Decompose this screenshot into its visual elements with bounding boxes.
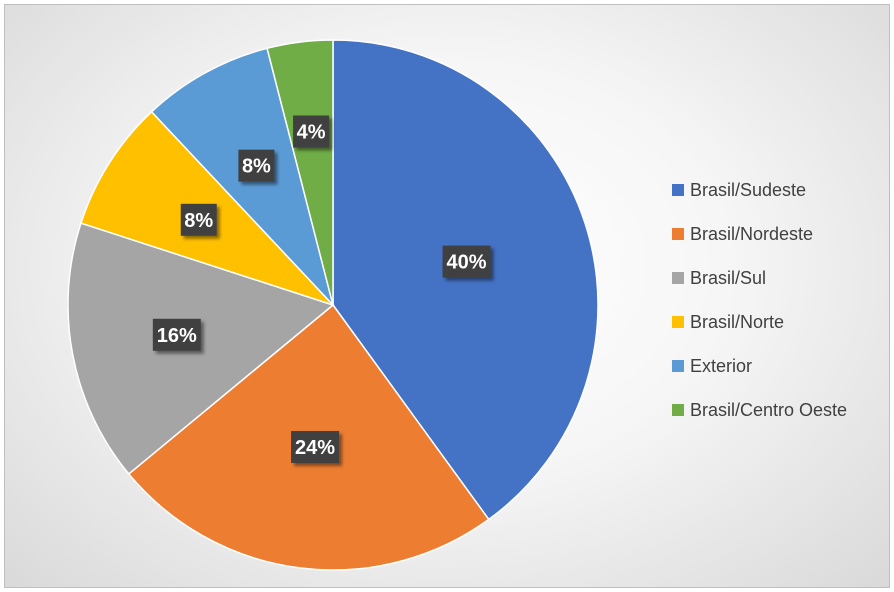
data-label-brasil-sul: 16% xyxy=(157,325,197,347)
data-label-brasil-centro-oeste: 4% xyxy=(297,121,326,143)
data-label-box-brasil-norte xyxy=(180,203,217,236)
legend-swatch-brasil-sudeste xyxy=(672,184,684,196)
pie-slice-brasil-sudeste xyxy=(332,39,599,521)
data-label-box-brasil-sudeste xyxy=(442,245,491,278)
legend-label-brasil-sudeste: Brasil/Sudeste xyxy=(690,180,806,200)
chart-legend: Brasil/Sudeste Brasil/Nordeste Brasil/Sul B… xyxy=(672,180,847,420)
legend-swatch-brasil-norte xyxy=(672,316,684,328)
legend-label-brasil-sul: Brasil/Sul xyxy=(690,268,766,288)
data-label-brasil-sudeste: 40% xyxy=(447,252,487,274)
data-label-exterior: 8% xyxy=(242,156,271,178)
data-label-box-brasil-centro-oeste xyxy=(293,115,330,148)
pie-chart: 40% 24% 16% 8% 8% 4% Brasil/Sudeste Brasil/Nor… xyxy=(67,39,847,571)
legend-swatch-brasil-nordeste xyxy=(672,228,684,240)
data-label-brasil-nordeste: 24% xyxy=(295,437,335,459)
chart-area: 40% 24% 16% 8% 8% 4% Brasil/Sudeste Brasil/Nor… xyxy=(4,4,890,588)
pie-slice-brasil-centro-oeste xyxy=(266,39,334,306)
legend-swatch-brasil-sul xyxy=(672,272,684,284)
legend-label-brasil-norte: Brasil/Norte xyxy=(690,312,784,332)
legend-label-brasil-centro-oeste: Brasil/Centro Oeste xyxy=(690,400,847,420)
pie-slices xyxy=(67,39,599,571)
data-label-box-brasil-nordeste xyxy=(291,430,340,463)
data-label-box-exterior xyxy=(238,149,275,182)
legend-swatch-brasil-centro-oeste xyxy=(672,404,684,416)
legend-label-exterior: Exterior xyxy=(690,356,752,376)
data-label-box-brasil-sul xyxy=(152,318,201,351)
pie-data-labels: 40% 24% 16% 8% 8% 4% xyxy=(152,115,491,463)
data-label-brasil-norte: 8% xyxy=(184,210,213,232)
legend-label-brasil-nordeste: Brasil/Nordeste xyxy=(690,224,813,244)
legend-swatch-exterior xyxy=(672,360,684,372)
